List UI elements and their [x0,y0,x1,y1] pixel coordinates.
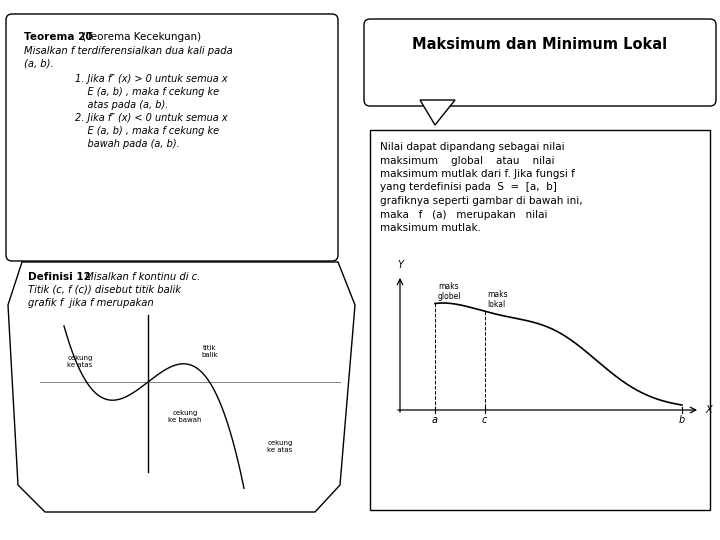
FancyBboxPatch shape [364,19,716,106]
Text: E (a, b) , maka f cekung ke: E (a, b) , maka f cekung ke [75,126,219,136]
Text: Y: Y [397,260,403,270]
Text: (a, b).: (a, b). [24,59,53,69]
Text: maksimum mutlak.: maksimum mutlak. [380,223,481,233]
Text: (Teorema Kecekungan): (Teorema Kecekungan) [79,32,201,42]
Text: maksimum    global    atau    nilai: maksimum global atau nilai [380,156,554,165]
Text: maks
globel: maks globel [438,282,462,301]
Text: b: b [679,415,685,425]
Polygon shape [8,262,355,512]
FancyBboxPatch shape [370,130,710,510]
Text: Maksimum dan Minimum Lokal: Maksimum dan Minimum Lokal [413,37,667,52]
Text: cekung
ke bawah: cekung ke bawah [168,410,202,423]
Text: Nilai dapat dipandang sebagai nilai: Nilai dapat dipandang sebagai nilai [380,142,564,152]
Text: Definisi 12: Definisi 12 [28,272,91,282]
Text: grafik f  jika f merupakan: grafik f jika f merupakan [28,298,154,308]
Text: maka   f   (a)   merupakan   nilai: maka f (a) merupakan nilai [380,210,547,219]
Text: cekung
ke atas: cekung ke atas [67,355,93,368]
Text: Misalkan f terdiferensialkan dua kali pada: Misalkan f terdiferensialkan dua kali pa… [24,46,233,56]
Text: bawah pada (a, b).: bawah pada (a, b). [75,139,180,149]
Text: E (a, b) , maka f cekung ke: E (a, b) , maka f cekung ke [75,87,219,97]
Text: maks
lokal: maks lokal [487,290,508,309]
Text: atas pada (a, b).: atas pada (a, b). [75,100,168,110]
Text: X: X [705,405,711,415]
Text: yang terdefinisi pada  S  =  [a,  b]: yang terdefinisi pada S = [a, b] [380,183,557,192]
Text: Teorema 20: Teorema 20 [24,32,93,42]
Text: grafiknya seperti gambar di bawah ini,: grafiknya seperti gambar di bawah ini, [380,196,582,206]
Text: cekung
ke atas: cekung ke atas [267,440,293,453]
Text: Titik (c, f (c)) disebut titik balik: Titik (c, f (c)) disebut titik balik [28,285,181,295]
Polygon shape [420,100,455,125]
Text: titik
balik: titik balik [202,345,218,358]
Text: c: c [482,415,487,425]
Text: maksimum mutlak dari f. Jika fungsi f: maksimum mutlak dari f. Jika fungsi f [380,169,575,179]
Text: 1. Jika f″ (x) > 0 untuk semua x: 1. Jika f″ (x) > 0 untuk semua x [75,74,228,84]
Text: Misalkan f kontinu di c.: Misalkan f kontinu di c. [82,272,200,282]
FancyBboxPatch shape [6,14,338,261]
Text: a: a [432,415,438,425]
Text: 2. Jika f″ (x) < 0 untuk semua x: 2. Jika f″ (x) < 0 untuk semua x [75,113,228,123]
